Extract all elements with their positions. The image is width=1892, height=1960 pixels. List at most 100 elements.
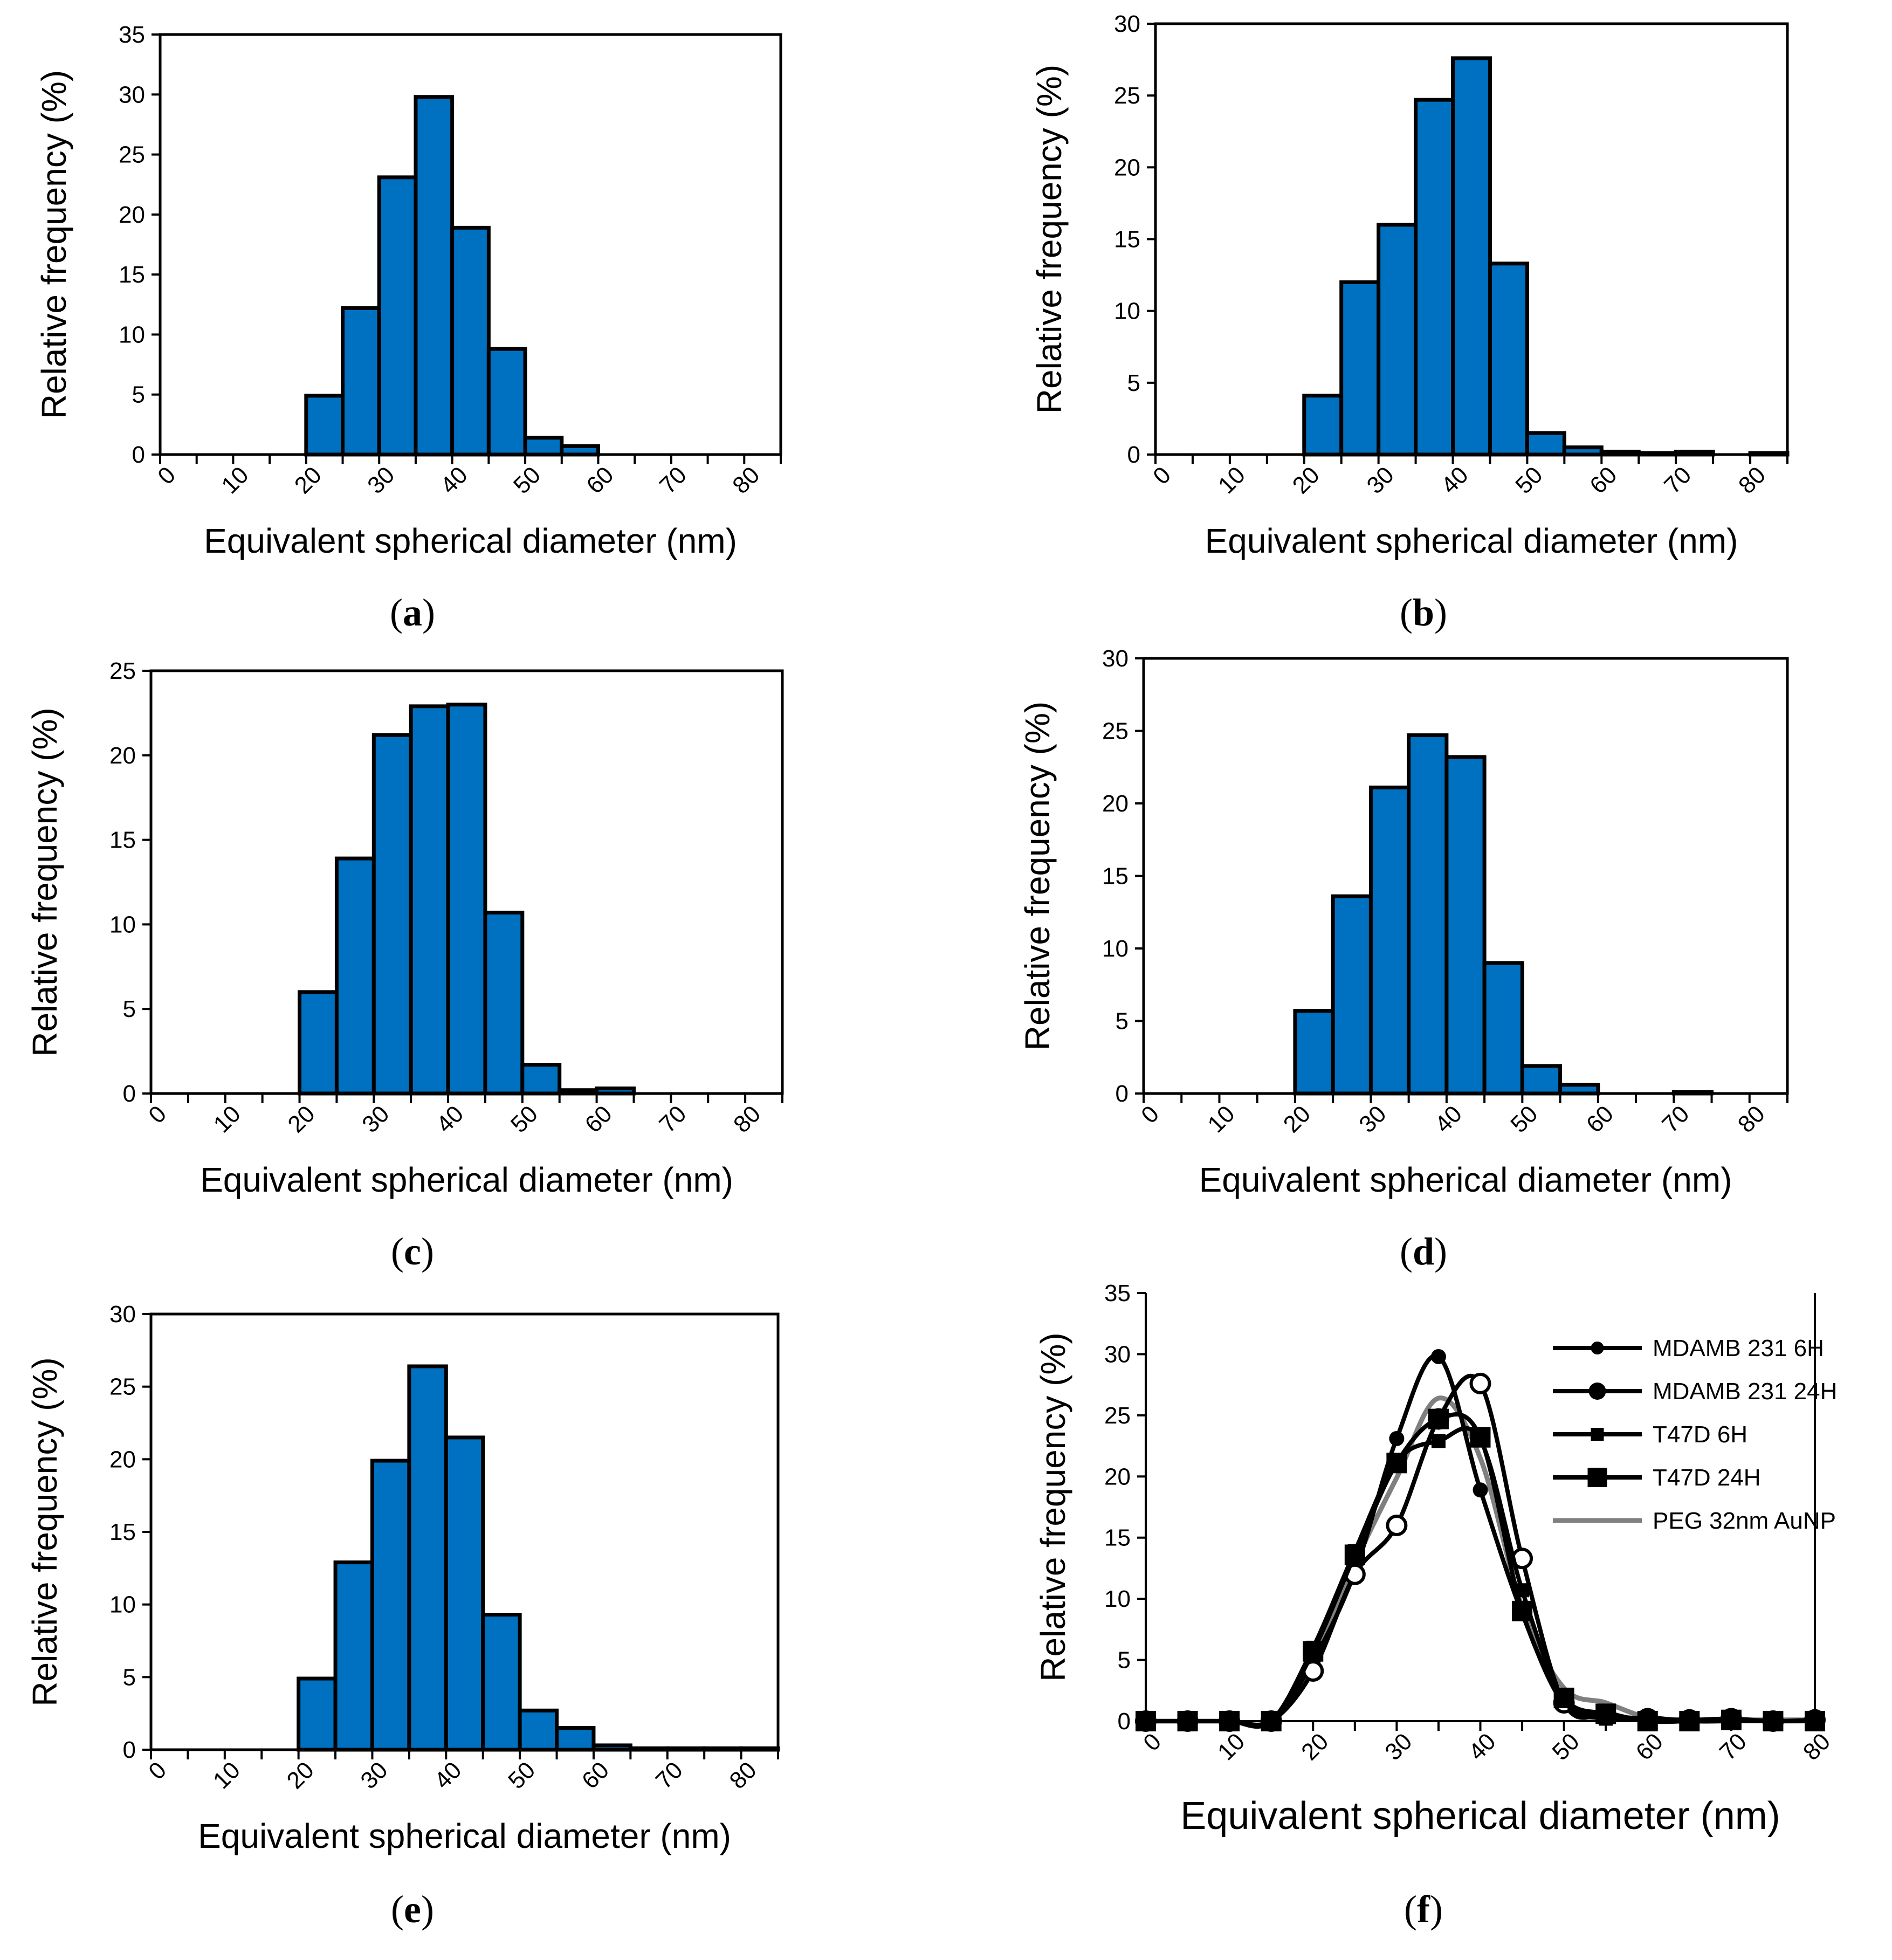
x-tick-label: 0 <box>1138 1728 1166 1756</box>
plot-frame <box>159 33 782 456</box>
y-axis-title: Relative frequency (%) <box>1018 702 1057 1050</box>
series-point <box>1805 1711 1825 1731</box>
bar <box>1444 755 1487 1096</box>
panel-label-d: (d) <box>1400 1230 1447 1273</box>
y-tick-label: 0 <box>132 442 145 468</box>
y-tick-label: 10 <box>109 911 136 938</box>
panel-label-e: (e) <box>391 1888 434 1931</box>
panel-letter-b: b <box>1413 591 1434 634</box>
y-tick-label: 25 <box>1114 82 1140 109</box>
x-tick-label: 0 <box>143 1101 171 1129</box>
x-tick-label: 0 <box>153 462 181 490</box>
series-point <box>1428 1408 1449 1429</box>
y-tick-label: 30 <box>119 81 145 108</box>
legend-marker <box>1591 1342 1604 1354</box>
x-tick-label: 40 <box>436 462 473 499</box>
panel-letter-e: e <box>404 1888 421 1931</box>
panel-label-a: (a) <box>390 591 435 634</box>
panel-letter-f: f <box>1417 1888 1430 1931</box>
x-tick-label: 40 <box>1436 462 1473 499</box>
series-point <box>1430 1349 1446 1364</box>
bar <box>409 704 450 1096</box>
y-tick-label: 0 <box>1118 1708 1131 1735</box>
chart-e: 0 5 10 15 20 25 30 0 10 20 30 40 50 60 70 80 Equivalent … <box>25 1301 780 1855</box>
y-tick-label: 35 <box>1104 1280 1131 1306</box>
panel-label-c: (c) <box>391 1230 434 1273</box>
x-tick-label: 70 <box>655 462 692 499</box>
bar <box>414 95 455 457</box>
x-tick-label: 10 <box>1213 1728 1250 1765</box>
x-tick-label: 80 <box>725 1757 762 1794</box>
bar <box>483 910 525 1096</box>
x-tick-label: 20 <box>282 1757 319 1794</box>
bar <box>523 436 564 457</box>
y-tick-label: 30 <box>1102 645 1129 672</box>
x-axis-title: Equivalent spherical diameter (nm) <box>1205 521 1738 560</box>
series-point <box>1469 1372 1491 1394</box>
x-tick-label: 30 <box>1380 1728 1417 1765</box>
y-tick-label: 20 <box>109 742 136 769</box>
bar <box>370 1459 411 1752</box>
bar <box>297 1676 338 1752</box>
y-tick-label: 25 <box>109 658 136 684</box>
bar <box>444 1435 485 1752</box>
bar <box>377 175 418 457</box>
x-tick-label: 20 <box>283 1101 320 1138</box>
bar <box>1368 785 1411 1096</box>
y-tick-label: 30 <box>1104 1341 1131 1367</box>
x-tick-label: 0 <box>1148 462 1176 490</box>
bar <box>520 1063 562 1096</box>
legend-label: T47D 24H <box>1653 1464 1761 1491</box>
x-tick-label: 20 <box>1278 1101 1316 1138</box>
bar <box>1293 1009 1335 1096</box>
y-tick-label: 25 <box>119 142 145 168</box>
legend-marker <box>1588 1383 1606 1400</box>
bar <box>1525 431 1566 457</box>
x-tick-label: 30 <box>1354 1101 1391 1138</box>
series-point <box>1136 1711 1156 1731</box>
y-tick-label: 5 <box>123 1664 136 1690</box>
y-tick-label: 10 <box>109 1592 136 1618</box>
x-tick-label: 30 <box>357 1101 394 1138</box>
y-tick-label: 5 <box>132 382 145 408</box>
y-tick-label: 20 <box>1104 1463 1131 1490</box>
bar <box>334 856 376 1096</box>
series-line <box>1144 1353 1817 1728</box>
bar <box>1414 98 1455 457</box>
x-tick-label: 50 <box>506 1101 543 1138</box>
y-tick-label: 15 <box>109 1519 136 1545</box>
y-tick-label: 20 <box>109 1446 136 1473</box>
y-tick-label: 30 <box>1114 11 1140 37</box>
y-tick-label: 5 <box>1116 1008 1129 1035</box>
y-tick-label: 10 <box>1104 1586 1131 1612</box>
y-tick-label: 35 <box>119 22 145 48</box>
series-point <box>1721 1709 1742 1730</box>
bar <box>1331 894 1373 1096</box>
x-tick-label: 20 <box>1288 462 1325 499</box>
x-tick-label: 60 <box>1585 462 1622 499</box>
series-point <box>1763 1711 1784 1731</box>
y-axis-title: Relative frequency (%) <box>1034 1332 1072 1681</box>
legend-label: MDAMB 231 6H <box>1653 1335 1824 1361</box>
x-axis-title: Equivalent spherical diameter (nm) <box>200 1160 733 1199</box>
bar <box>1407 733 1449 1096</box>
series-point <box>1512 1600 1533 1621</box>
bar <box>450 225 491 457</box>
series-point <box>1386 1515 1408 1537</box>
x-tick-label: 60 <box>580 1101 617 1138</box>
x-tick-label: 40 <box>429 1757 466 1794</box>
series-point <box>1595 1703 1616 1724</box>
x-tick-label: 40 <box>1463 1728 1501 1765</box>
series-point <box>1473 1482 1488 1498</box>
x-tick-label: 50 <box>503 1757 540 1794</box>
y-axis-title: Relative frequency (%) <box>25 707 64 1056</box>
x-tick-label: 60 <box>577 1757 614 1794</box>
panel-label-b: (b) <box>1400 591 1447 634</box>
chart-f: 0 5 10 15 20 25 30 35 0 10 20 30 40 50 60 70 80 Equivalen… <box>1034 1280 1837 1838</box>
y-tick-label: 20 <box>119 202 145 228</box>
y-tick-label: 0 <box>123 1081 136 1107</box>
bar <box>1302 394 1344 457</box>
y-tick-label: 20 <box>1102 790 1129 817</box>
bar <box>298 990 339 1096</box>
x-tick-label: 10 <box>216 462 253 499</box>
